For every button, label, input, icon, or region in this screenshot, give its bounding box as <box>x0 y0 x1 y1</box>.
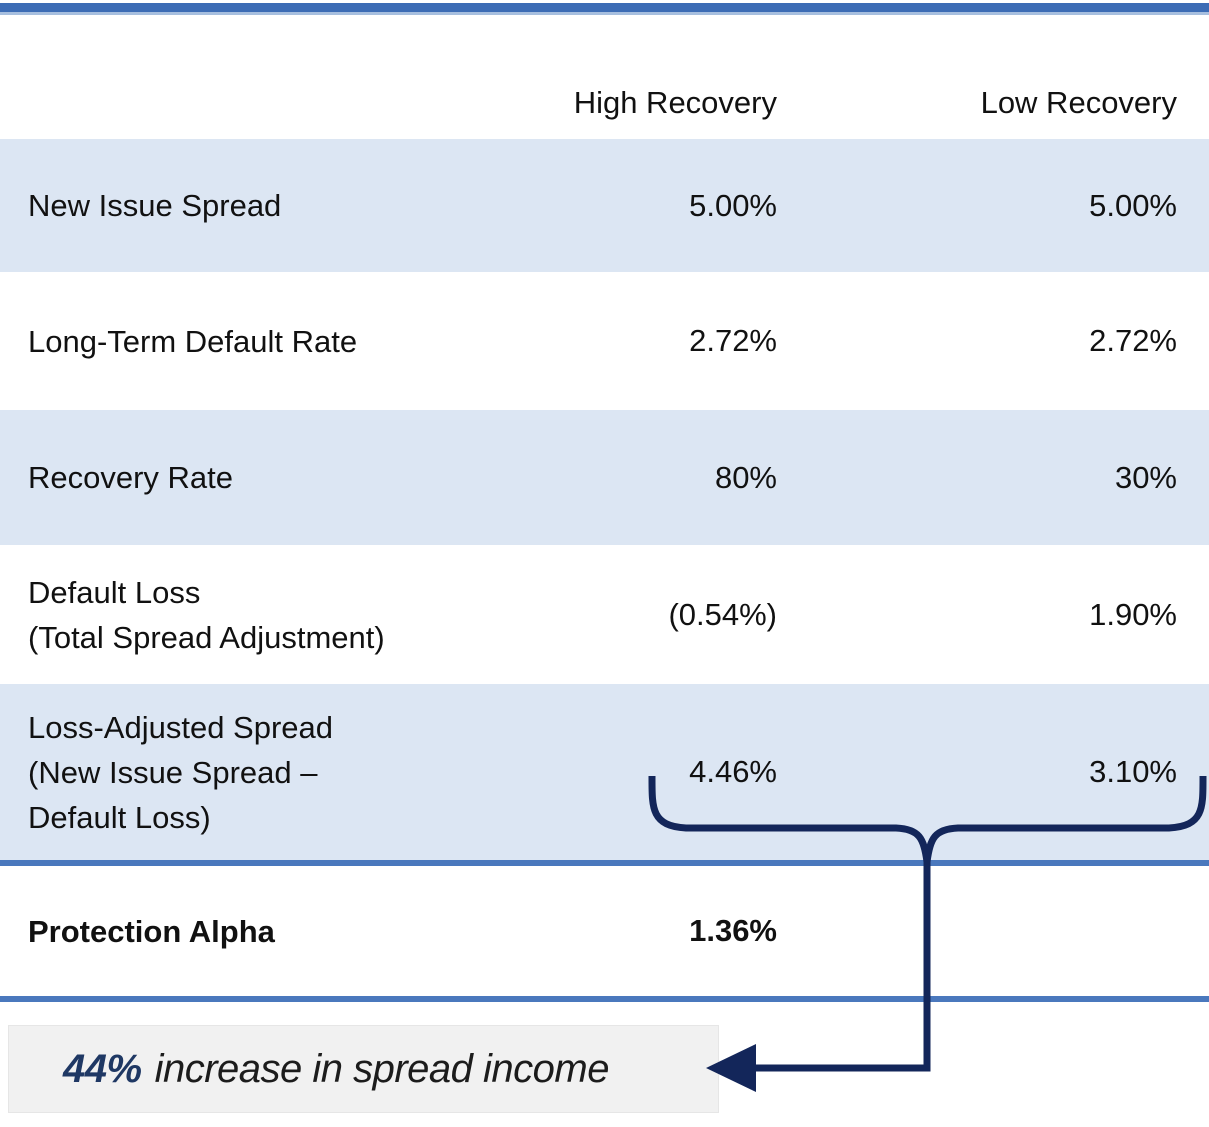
recovery-comparison-table: High Recovery Low Recovery New Issue Spr… <box>0 15 1209 1002</box>
column-header-high-recovery: High Recovery <box>573 85 777 120</box>
table-row-protection-alpha: Protection Alpha 1.36% <box>0 866 1209 996</box>
table-row-recovery-rate: Recovery Rate 80% 30% <box>0 410 1209 545</box>
callout-percentage: 44% <box>63 1046 142 1091</box>
row-label-line: Loss-Adjusted Spread <box>28 709 334 745</box>
row-label: Loss-Adjusted Spread (New Issue Spread –… <box>0 684 420 860</box>
row-label: Protection Alpha <box>0 866 420 996</box>
low-recovery-value: 2.72% <box>1089 323 1177 358</box>
low-recovery-value: 1.90% <box>1089 596 1177 632</box>
row-label: New Issue Spread <box>0 139 420 272</box>
table-row-default-loss: Default Loss (Total Spread Adjustment) (… <box>0 545 1209 684</box>
row-label: Long-Term Default Rate <box>0 272 420 410</box>
callout-text: increase in spread income <box>154 1046 610 1091</box>
spread-income-callout: 44% increase in spread income <box>8 1025 719 1113</box>
row-label-line: Default Loss) <box>28 799 211 835</box>
spacer <box>0 1002 1209 1025</box>
row-label-line: (Total Spread Adjustment) <box>28 619 385 655</box>
high-recovery-value: 5.00% <box>689 187 777 223</box>
row-label-line: New Issue Spread <box>28 188 282 223</box>
top-border-bar-light <box>0 12 1209 15</box>
low-recovery-value: 30% <box>1114 459 1177 495</box>
table-header-row: High Recovery Low Recovery <box>0 15 1209 139</box>
table-row-loss-adjusted-spread: Loss-Adjusted Spread (New Issue Spread –… <box>0 684 1209 860</box>
row-label: Recovery Rate <box>0 410 420 545</box>
row-label-line: Protection Alpha <box>28 913 275 949</box>
row-label-line: Long-Term Default Rate <box>28 323 358 359</box>
blue-divider-line <box>0 860 1209 866</box>
row-label-line: Recovery Rate <box>28 460 234 495</box>
high-recovery-value: (0.54%) <box>668 596 777 632</box>
low-recovery-value <box>777 866 1177 996</box>
row-label: Default Loss (Total Spread Adjustment) <box>0 545 420 684</box>
row-label-line: Default Loss <box>28 574 201 610</box>
blue-divider-line <box>0 996 1209 1002</box>
top-border-bar <box>0 3 1209 15</box>
table-row-long-term-default-rate: Long-Term Default Rate 2.72% 2.72% <box>0 272 1209 410</box>
header-empty-cell <box>0 15 420 139</box>
low-recovery-value: 3.10% <box>1089 754 1177 789</box>
table-row-new-issue-spread: New Issue Spread 5.00% 5.00% <box>0 139 1209 272</box>
high-recovery-value: 1.36% <box>689 913 777 948</box>
high-recovery-value: 4.46% <box>689 754 777 789</box>
high-recovery-value: 80% <box>714 459 777 495</box>
top-border-bar-main <box>0 3 1209 12</box>
high-recovery-value: 2.72% <box>689 323 777 358</box>
low-recovery-value: 5.00% <box>1089 187 1177 223</box>
row-label-line: (New Issue Spread – <box>28 754 318 790</box>
column-header-low-recovery: Low Recovery <box>980 85 1177 120</box>
